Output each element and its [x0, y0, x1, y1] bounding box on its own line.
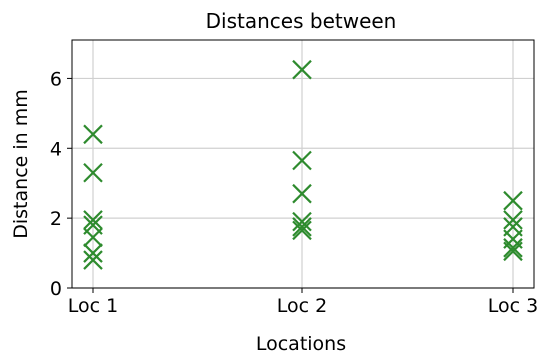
- marker-stroke: [292, 211, 312, 232]
- data-point: [292, 217, 312, 237]
- marker-stroke: [83, 162, 103, 183]
- data-point: [83, 210, 103, 230]
- marker-stroke: [83, 243, 103, 263]
- data-point: [292, 211, 312, 232]
- grid: [72, 40, 534, 289]
- data-point: [292, 59, 312, 80]
- x-tick-label: Loc 3: [488, 295, 538, 317]
- data-point: [83, 250, 103, 270]
- y-tick-label: 4: [50, 138, 62, 160]
- marker-stroke: [83, 124, 103, 145]
- marker-stroke: [292, 59, 312, 80]
- marker-stroke: [292, 217, 312, 237]
- data-point: [503, 190, 523, 211]
- marker-stroke: [292, 150, 312, 171]
- marker-stroke: [503, 190, 523, 211]
- data-point: [83, 124, 103, 145]
- marker-stroke: [503, 210, 523, 230]
- y-tick-label: 0: [50, 278, 62, 300]
- x-axis-label: Locations: [256, 333, 346, 354]
- y-axis-label: Distance in mm: [10, 89, 32, 239]
- y-tick-label: 6: [50, 68, 62, 90]
- data-point: [83, 243, 103, 263]
- data-point: [503, 241, 523, 262]
- marker-stroke: [83, 210, 103, 230]
- marker-stroke: [83, 227, 103, 248]
- chart-title: Distances between: [206, 9, 397, 33]
- marker-stroke: [292, 220, 312, 241]
- x-tick-label: Loc 2: [277, 295, 327, 317]
- marker-stroke: [503, 238, 523, 258]
- data-point: [292, 220, 312, 241]
- data-point: [503, 210, 523, 230]
- y-tick-label: 2: [50, 208, 62, 230]
- data-point: [83, 162, 103, 183]
- x-tick-label: Loc 1: [68, 295, 118, 317]
- data-point: [83, 227, 103, 248]
- data-point: [292, 150, 312, 171]
- data-point: [292, 183, 312, 204]
- marker-stroke: [503, 241, 523, 262]
- data-points: [83, 59, 523, 270]
- plot-frame: [71, 39, 535, 289]
- x-axis-ticks: Loc 1 Loc 2 Loc 3: [68, 288, 538, 317]
- data-point: [503, 238, 523, 258]
- y-axis-ticks: 0 2 4 6: [50, 68, 72, 300]
- marker-stroke: [292, 183, 312, 204]
- marker-stroke: [83, 250, 103, 270]
